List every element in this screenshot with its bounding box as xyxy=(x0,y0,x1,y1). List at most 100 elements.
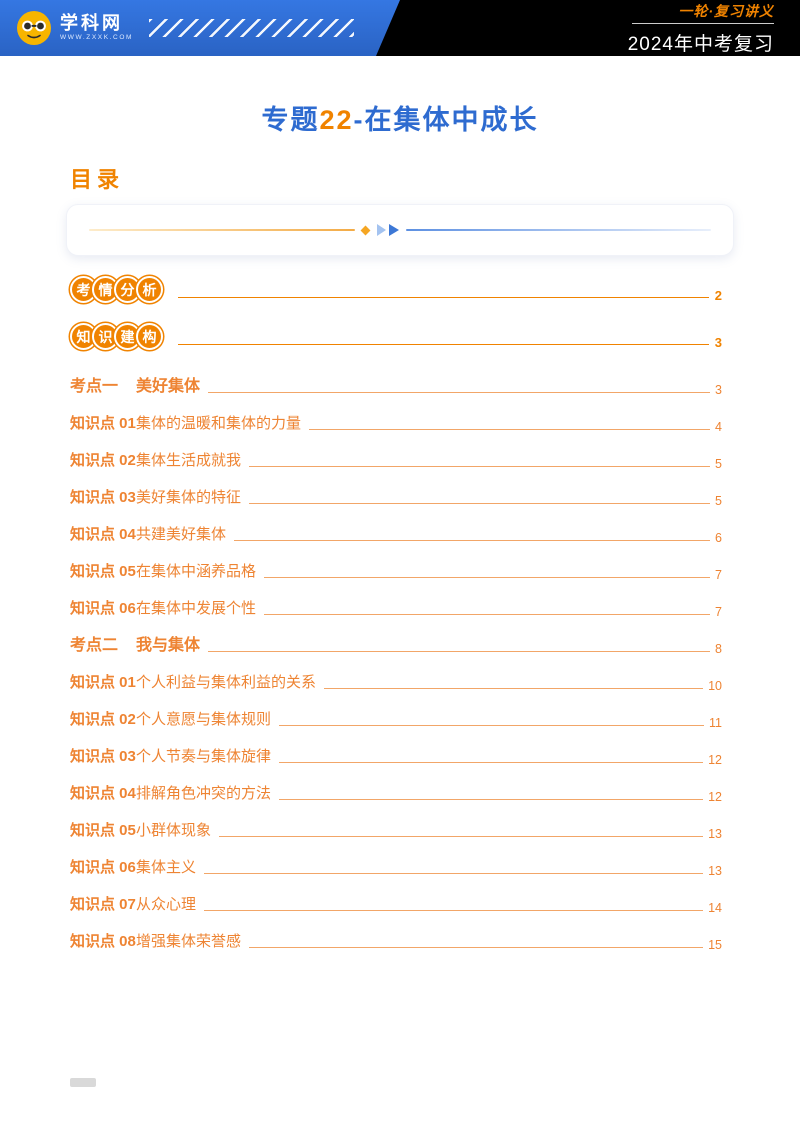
entry-label: 知识点 04 xyxy=(70,785,136,802)
entry-label: 知识点 02 xyxy=(70,452,136,469)
toc-entry-row: 知识点 03 美好集体的特征 5 xyxy=(70,487,722,508)
entry-page-number: 5 xyxy=(715,493,722,508)
arrow-right-icon xyxy=(376,224,386,236)
entry-page-number: 4 xyxy=(715,419,722,434)
leader-line xyxy=(178,297,709,298)
toc-heading: 目录 xyxy=(70,167,125,192)
entry-page-number: 11 xyxy=(709,715,722,730)
leader-line xyxy=(309,429,711,430)
toc-entry-row: 知识点 01 集体的温暖和集体的力量 4 xyxy=(70,413,722,434)
entry-title: 美好集体 xyxy=(136,378,201,395)
title-name: 在集体中成长 xyxy=(364,105,539,135)
entry-title: 美好集体的特征 xyxy=(136,489,242,506)
entry-title: 个人利益与集体利益的关系 xyxy=(136,674,317,691)
gold-divider-line xyxy=(89,229,355,231)
title-separator: - xyxy=(353,105,365,135)
leader-line xyxy=(219,836,704,837)
diagonal-stripes-decoration xyxy=(149,19,354,37)
toc-entry-row: 知识点 02 集体生活成就我 5 xyxy=(70,450,722,471)
arrow-right-icon xyxy=(388,224,399,236)
toc-entry-row: 知识点 04 排解角色冲突的方法 12 xyxy=(70,783,722,804)
toc-entry-row: 知识点 03 个人节奏与集体旋律 12 xyxy=(70,746,722,767)
entry-label: 知识点 06 xyxy=(70,600,136,617)
section-badge-group: 考情分析 xyxy=(70,276,164,303)
entry-title: 我与集体 xyxy=(136,637,201,654)
entry-title: 从众心理 xyxy=(136,896,197,913)
entry-label: 知识点 03 xyxy=(70,748,136,765)
leader-line xyxy=(178,344,709,345)
leader-line xyxy=(208,651,711,652)
entry-page-number: 5 xyxy=(715,456,722,471)
diamond-icon xyxy=(360,225,371,235)
entry-label: 知识点 03 xyxy=(70,489,136,506)
section-page-number: 2 xyxy=(714,288,722,303)
entry-title: 增强集体荣誉感 xyxy=(136,933,242,950)
brand-banner: 学科网 WWW.ZXXK.COM xyxy=(0,0,400,56)
entry-title: 排解角色冲突的方法 xyxy=(136,785,272,802)
badge-circle: 析 xyxy=(136,276,163,303)
leader-line xyxy=(264,577,711,578)
entry-title: 共建美好集体 xyxy=(136,526,227,543)
entry-page-number: 14 xyxy=(708,900,722,915)
entry-label: 知识点 02 xyxy=(70,711,136,728)
toc-entry-list: 考点一 美好集体 3 知识点 01 集体的温暖和集体的力量 4 知识点 02 集… xyxy=(0,376,800,952)
toc-section-list: 考情分析 2 知识建构 3 xyxy=(0,276,800,350)
leader-line xyxy=(279,799,704,800)
entry-label: 考点一 xyxy=(70,378,119,395)
entry-label: 知识点 08 xyxy=(70,933,136,950)
section-page-number: 3 xyxy=(714,335,722,350)
toc-entry-row: 知识点 06 集体主义 13 xyxy=(70,857,722,878)
series-label: 一轮·复习讲义 xyxy=(678,3,774,19)
brand-name: 学科网 xyxy=(60,13,123,34)
entry-title: 在集体中发展个性 xyxy=(136,600,257,617)
toc-entry-row: 知识点 01 个人利益与集体利益的关系 10 xyxy=(70,672,722,693)
section-badge-group: 知识建构 xyxy=(70,323,164,350)
toc-entry-row: 考点二 我与集体 8 xyxy=(70,635,722,656)
entry-title: 在集体中涵养品格 xyxy=(136,563,257,580)
leader-line xyxy=(279,725,705,726)
leader-line xyxy=(204,873,704,874)
entry-page-number: 13 xyxy=(708,826,722,841)
entry-page-number: 10 xyxy=(708,678,722,693)
header-banner: 学科网 WWW.ZXXK.COM 一轮·复习讲义 2024年中考复习 xyxy=(0,0,800,56)
divider-banner xyxy=(66,204,734,256)
entry-page-number: 6 xyxy=(715,530,722,545)
entry-title: 个人意愿与集体规则 xyxy=(136,711,272,728)
leader-line xyxy=(204,910,704,911)
entry-label: 知识点 05 xyxy=(70,822,136,839)
entry-page-number: 15 xyxy=(708,937,722,952)
entry-page-number: 8 xyxy=(715,641,722,656)
entry-label: 知识点 04 xyxy=(70,526,136,543)
badge-circle: 构 xyxy=(136,323,163,350)
entry-label: 知识点 01 xyxy=(70,674,136,691)
brand-text: 学科网 WWW.ZXXK.COM xyxy=(60,14,133,42)
leader-line xyxy=(249,503,711,504)
toc-entry-row: 知识点 07 从众心理 14 xyxy=(70,894,722,915)
entry-label: 知识点 07 xyxy=(70,896,136,913)
blue-divider-line xyxy=(405,229,711,231)
entry-page-number: 12 xyxy=(708,752,722,767)
title-number: 22 xyxy=(319,105,354,135)
course-label: 2024年中考复习 xyxy=(627,34,774,55)
entry-page-number: 7 xyxy=(715,604,722,619)
entry-title: 个人节奏与集体旋律 xyxy=(136,748,272,765)
entry-label: 知识点 01 xyxy=(70,415,136,432)
entry-page-number: 3 xyxy=(715,382,722,397)
entry-label: 知识点 06 xyxy=(70,859,136,876)
zxxk-logo-icon xyxy=(16,10,52,46)
leader-line xyxy=(279,762,704,763)
leader-line xyxy=(208,392,711,393)
toc-entry-row: 知识点 02 个人意愿与集体规则 11 xyxy=(70,709,722,730)
entry-title: 集体的温暖和集体的力量 xyxy=(136,415,302,432)
toc-entry-row: 知识点 05 在集体中涵养品格 7 xyxy=(70,561,722,582)
leader-line xyxy=(264,614,711,615)
entry-title: 小群体现象 xyxy=(136,822,212,839)
entry-page-number: 12 xyxy=(708,789,722,804)
toc-entry-row: 知识点 06 在集体中发展个性 7 xyxy=(70,598,722,619)
brand-url: WWW.ZXXK.COM xyxy=(60,34,133,42)
toc-section-row: 考情分析 2 xyxy=(70,276,722,303)
entry-title: 集体生活成就我 xyxy=(136,452,242,469)
series-label-wrap: 一轮·复习讲义 xyxy=(632,0,774,24)
page-title: 专题22-在集体中成长 xyxy=(0,102,800,138)
